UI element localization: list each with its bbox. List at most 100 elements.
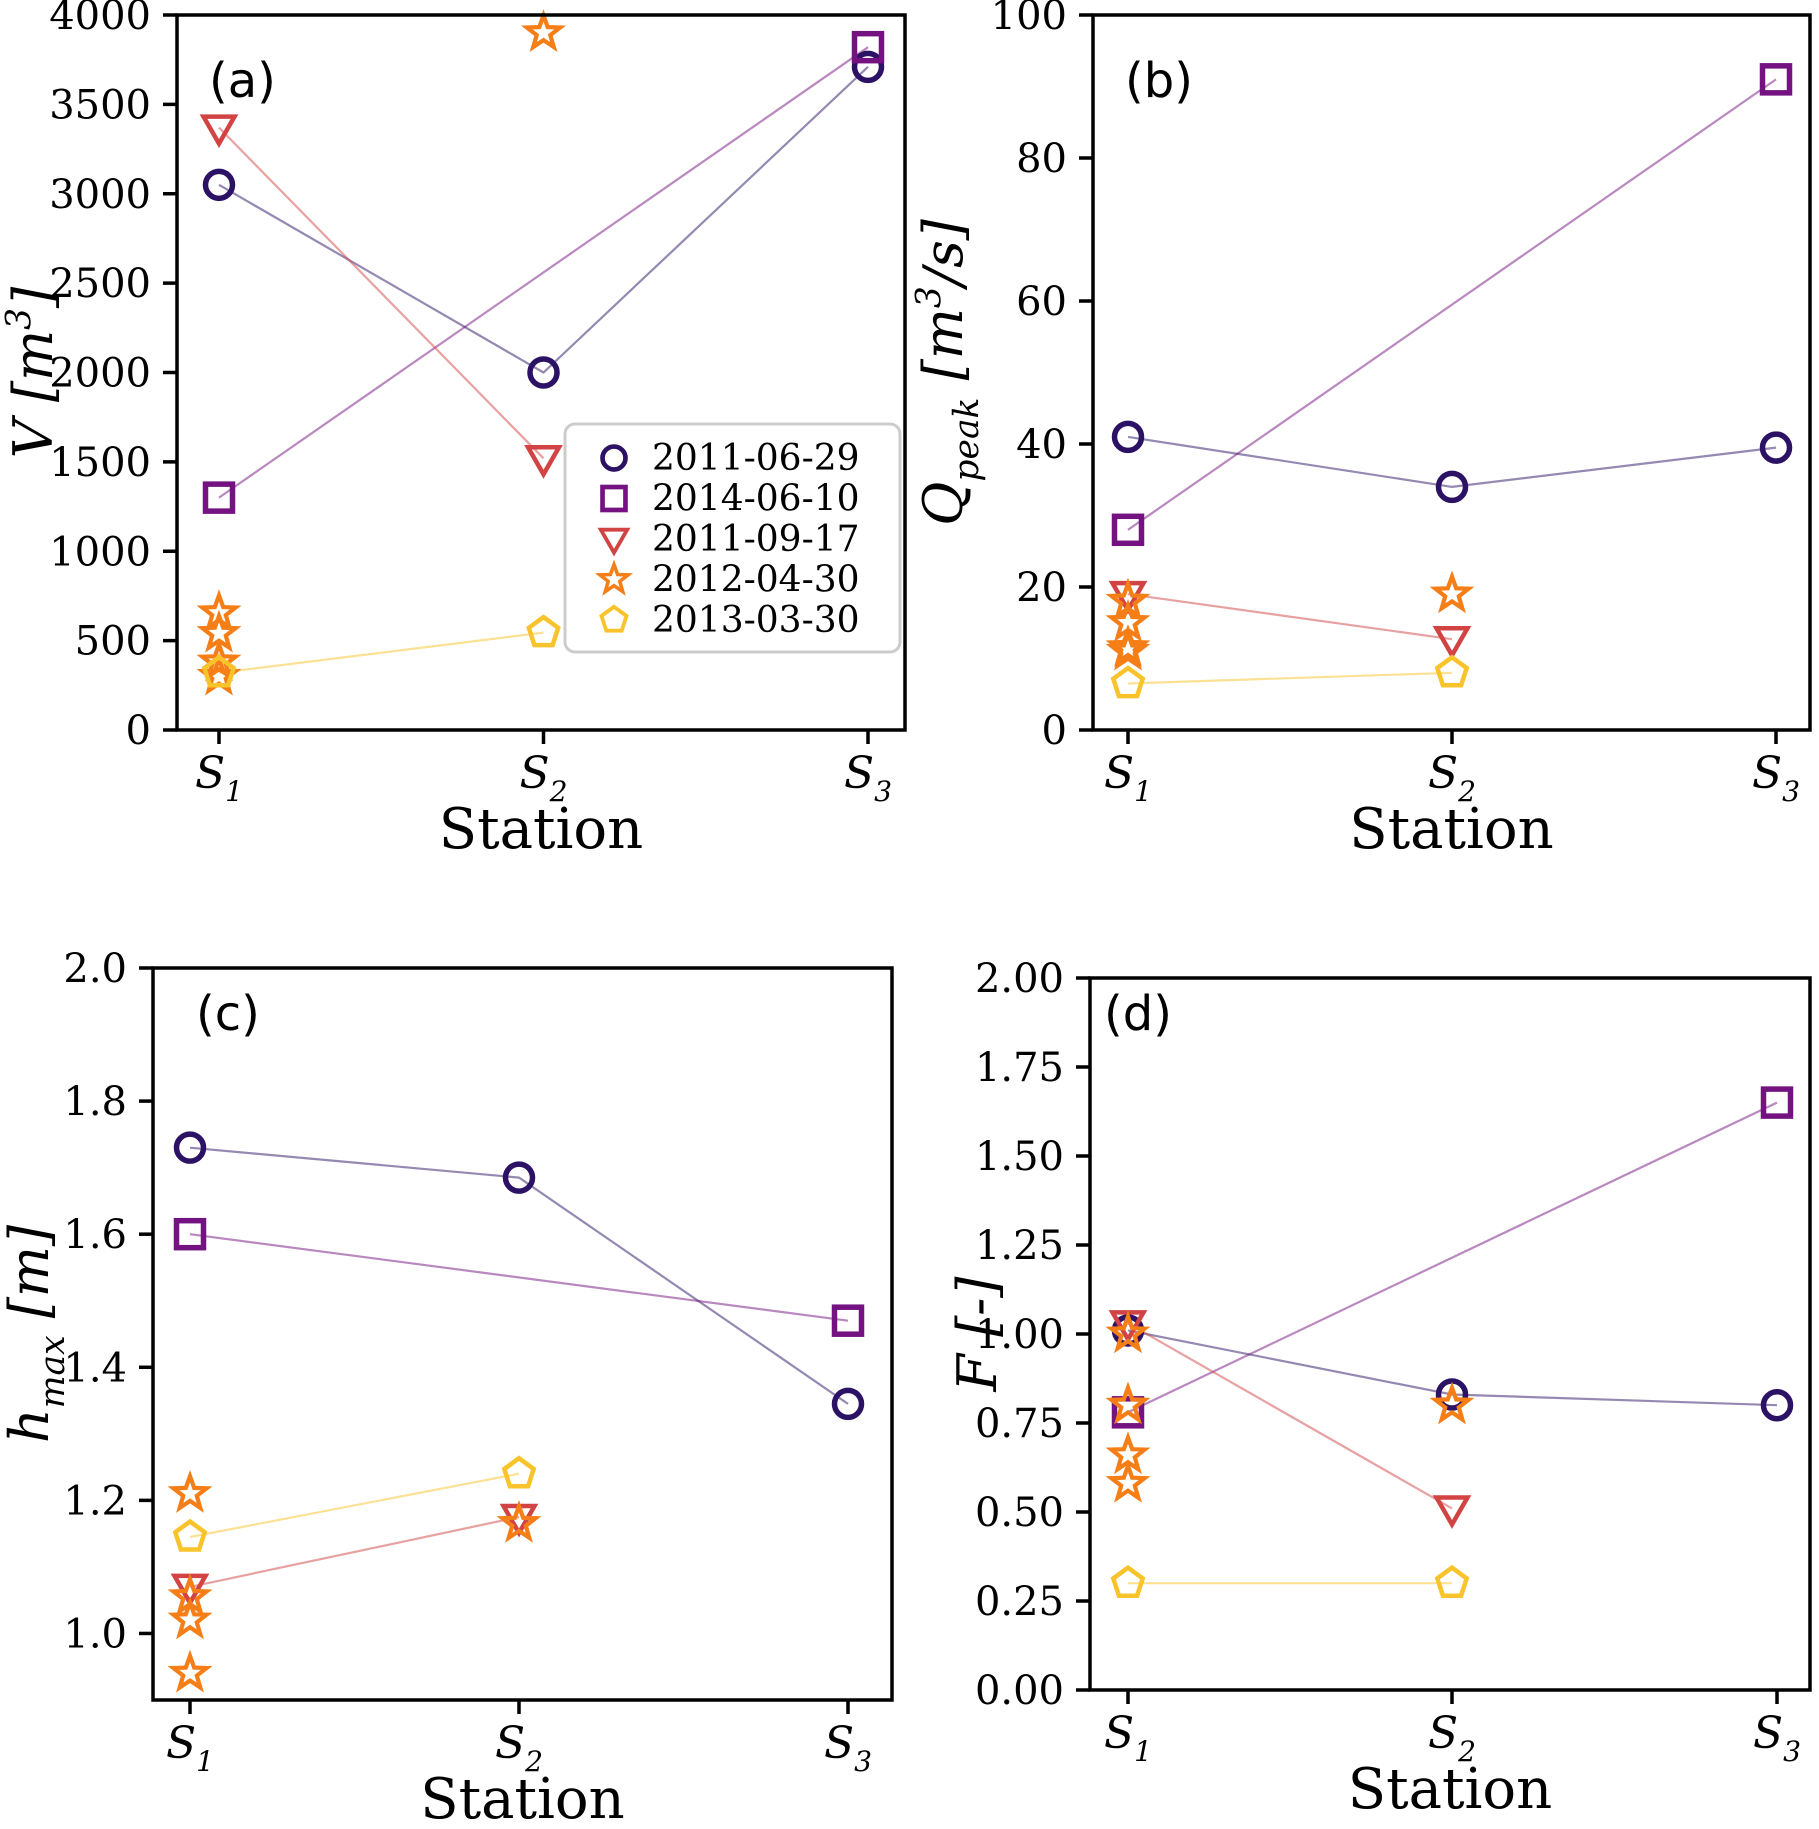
legend-label: 2013-03-30	[652, 600, 860, 641]
y-axis-label: hmax [m]	[0, 1224, 73, 1443]
y-tick-label: 1.25	[975, 1223, 1064, 1269]
y-tick-label: 0	[126, 708, 151, 754]
marker-pentagon	[201, 654, 237, 688]
series-line-2014-06-10	[189, 1233, 849, 1322]
panel-b: 0 20 40 60 80 100 S1 S2 S3 Station Qpeak [m3/s] (b)	[909, 0, 1812, 862]
y-tick-label: 1.50	[975, 1134, 1064, 1180]
y-tick-label: 0.00	[975, 1668, 1064, 1714]
marker-star	[167, 1649, 213, 1693]
y-tick-label: 1.4	[63, 1345, 127, 1391]
x-axis-label: Station	[1348, 1757, 1552, 1822]
marker-circle	[831, 1387, 865, 1421]
y-tick-label: 0.25	[975, 1579, 1064, 1625]
y-tick-label: 2000	[49, 351, 151, 397]
marker-star	[1105, 624, 1151, 667]
marker-pentagon	[599, 604, 629, 633]
y-tick-label: 1.8	[63, 1079, 127, 1125]
panel-letter: (c)	[196, 986, 260, 1042]
x-tick-label: S2	[1428, 748, 1476, 808]
marker-star	[521, 9, 566, 52]
y-tick-label: 1.75	[975, 1045, 1064, 1091]
y-axis-label: V [m3]	[0, 286, 65, 458]
marker-circle	[202, 168, 236, 202]
axes-box	[151, 966, 894, 1702]
legend-box	[563, 422, 902, 654]
marker-circle	[851, 50, 885, 84]
marker-star	[594, 559, 634, 596]
marker-star	[196, 638, 242, 682]
marker-square	[1760, 1086, 1794, 1119]
y-tick-label: 1.0	[63, 1611, 127, 1657]
series-line-2014-06-10	[1127, 78, 1777, 531]
marker-star	[1429, 570, 1475, 614]
legend-label: 2014-06-10	[652, 479, 860, 520]
y-tick-label: 60	[1016, 279, 1067, 325]
series-line-2011-09-17	[189, 1515, 520, 1588]
marker-square	[1759, 63, 1793, 96]
legend-label: 2011-06-29	[652, 438, 860, 479]
series-line-2013-03-30	[1127, 671, 1453, 685]
marker-square	[600, 484, 628, 513]
series-line-2011-09-17	[1127, 1322, 1453, 1510]
marker-pentagon	[1434, 1564, 1470, 1598]
marker-star	[167, 1596, 213, 1640]
marker-square	[831, 1304, 865, 1337]
x-axis-label: Station	[1349, 797, 1553, 862]
panel-letter: (b)	[1125, 53, 1193, 109]
marker-circle	[600, 444, 628, 472]
series-line-2011-09-17	[218, 126, 545, 460]
marker-pentagon	[1110, 665, 1146, 699]
marker-circle	[527, 356, 560, 389]
panel-c: 1.0 1.2 1.4 1.6 1.8 2.0 S1 S2 S3 Station hmax [m] (…	[0, 946, 894, 1829]
marker-star	[1105, 1459, 1151, 1503]
marker-pentagon	[172, 1518, 208, 1552]
marker-star	[167, 1469, 213, 1513]
x-tick-label: S1	[1104, 1708, 1152, 1768]
series-line-2013-03-30	[189, 1472, 520, 1539]
marker-triangle-down	[1432, 1495, 1472, 1529]
marker-circle	[1435, 1378, 1469, 1411]
series-line-2014-06-10	[218, 46, 869, 499]
x-tick-label: S3	[1753, 1708, 1801, 1768]
marker-triangle-down	[1432, 625, 1472, 660]
x-axis-label: Station	[420, 1767, 624, 1829]
y-axis-label: F [-]	[946, 1276, 1009, 1393]
series-line-2013-03-30	[218, 631, 544, 674]
y-tick-label: 80	[1016, 136, 1067, 182]
marker-triangle-down	[524, 445, 563, 479]
marker-pentagon	[501, 1455, 537, 1489]
x-tick-label: S2	[495, 1718, 543, 1778]
y-tick-label: 4000	[49, 0, 151, 39]
panel-letter: (a)	[209, 53, 276, 109]
y-tick-label: 20	[1016, 565, 1067, 611]
marker-square	[202, 481, 236, 514]
x-tick-label: S1	[1104, 748, 1152, 808]
x-tick-label: S3	[1752, 748, 1800, 808]
y-tick-label: 1000	[49, 529, 151, 575]
y-tick-label: 3000	[49, 172, 151, 218]
series-line-2011-09-17	[1127, 593, 1453, 641]
marker-circle	[1759, 431, 1793, 464]
y-tick-label: 2.0	[63, 946, 127, 992]
axes-box	[1088, 976, 1812, 1692]
y-tick-label: 0.75	[975, 1401, 1064, 1447]
y-tick-label: 1.6	[63, 1212, 127, 1258]
x-tick-label: S1	[195, 748, 243, 808]
x-axis-label: Station	[439, 797, 643, 862]
y-tick-label: 2500	[49, 261, 151, 307]
panel-d: 0.00 0.25 0.50 0.75 1.00 1.25 1.50 1.75 2.00 S1 S2…	[946, 956, 1812, 1822]
marker-star	[1105, 1381, 1151, 1425]
series-line-2011-06-29	[1127, 1329, 1778, 1407]
marker-square	[173, 1217, 207, 1251]
series-line-2011-06-29	[189, 1146, 849, 1405]
marker-circle	[173, 1131, 207, 1164]
series-line-2014-06-10	[1127, 1101, 1778, 1414]
x-tick-label: S3	[824, 1718, 872, 1778]
marker-star	[496, 1500, 542, 1543]
y-tick-label: 0.50	[975, 1490, 1064, 1536]
legend: 2011-06-292014-06-102011-09-172012-04-30…	[563, 422, 902, 654]
marker-triangle-down	[199, 114, 239, 149]
y-tick-label: 0	[1042, 708, 1067, 754]
marker-pentagon	[1110, 1564, 1146, 1598]
marker-star	[1105, 627, 1151, 671]
